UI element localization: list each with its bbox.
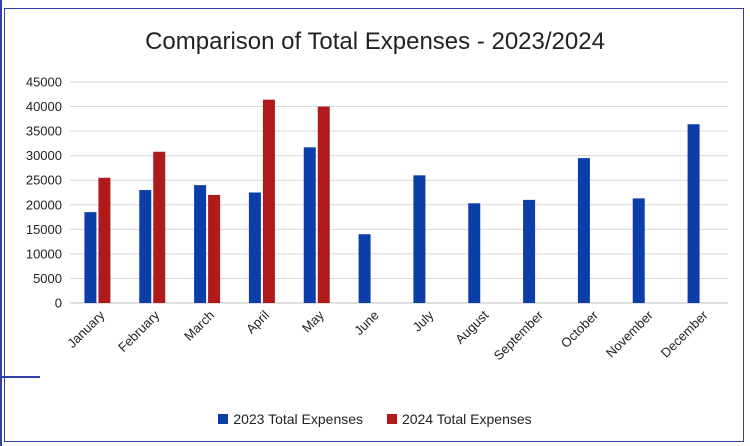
frame-bottom-left-edge — [0, 376, 40, 378]
x-tick-label: April — [243, 307, 272, 336]
y-tick-label: 35000 — [26, 124, 62, 139]
legend: 2023 Total Expenses 2024 Total Expenses — [0, 411, 750, 427]
x-tick-label: January — [64, 307, 108, 351]
bar-2023-november — [632, 198, 645, 303]
x-tick-label: November — [603, 307, 656, 360]
bar-2023-june — [358, 234, 371, 303]
y-tick-label: 10000 — [26, 246, 62, 261]
bar-2023-april — [248, 192, 261, 303]
x-tick-label: June — [351, 308, 382, 339]
y-tick-label: 25000 — [26, 173, 62, 188]
legend-swatch-2024 — [386, 414, 397, 424]
x-tick-label: December — [658, 307, 711, 360]
bar-2023-march — [194, 185, 207, 303]
y-tick-label: 15000 — [26, 222, 62, 237]
y-tick-label: 40000 — [26, 99, 62, 114]
bar-2024-january — [98, 177, 111, 303]
x-tick-label: September — [491, 307, 547, 363]
bar-2024-march — [208, 194, 221, 303]
frame-left-edge — [0, 0, 2, 446]
x-tick-label: July — [410, 307, 437, 334]
x-tick-label: August — [452, 307, 491, 346]
y-tick-label: 45000 — [26, 75, 62, 90]
bar-2024-february — [153, 151, 166, 303]
chart-frame — [4, 8, 744, 442]
bar-2023-august — [468, 203, 481, 303]
legend-label-2023: 2023 Total Expenses — [233, 411, 364, 427]
bar-2023-september — [523, 199, 536, 303]
legend-item-2024: 2024 Total Expenses — [386, 411, 532, 427]
y-tick-label: 0 — [55, 296, 62, 311]
legend-item-2023: 2023 Total Expenses — [218, 411, 363, 427]
bar-2024-may — [317, 106, 330, 303]
bar-2023-may — [303, 147, 316, 303]
legend-swatch-2023 — [218, 414, 229, 424]
x-tick-label: February — [115, 307, 163, 355]
legend-label-2024: 2024 Total Expenses — [401, 411, 532, 427]
bar-2023-january — [84, 212, 97, 303]
y-tick-label: 5000 — [33, 271, 62, 286]
bar-2023-december — [687, 124, 700, 303]
y-tick-label: 20000 — [26, 197, 62, 212]
y-tick-label: 30000 — [26, 148, 62, 163]
bar-2023-october — [577, 158, 590, 303]
bar-2024-april — [262, 99, 275, 304]
chart-title: Comparison of Total Expenses - 2023/2024 — [145, 28, 605, 55]
x-tick-label: May — [299, 307, 327, 335]
x-tick-label: October — [558, 307, 602, 351]
x-tick-label: March — [181, 308, 217, 344]
bar-2023-february — [139, 190, 152, 303]
bar-2023-july — [413, 175, 426, 303]
